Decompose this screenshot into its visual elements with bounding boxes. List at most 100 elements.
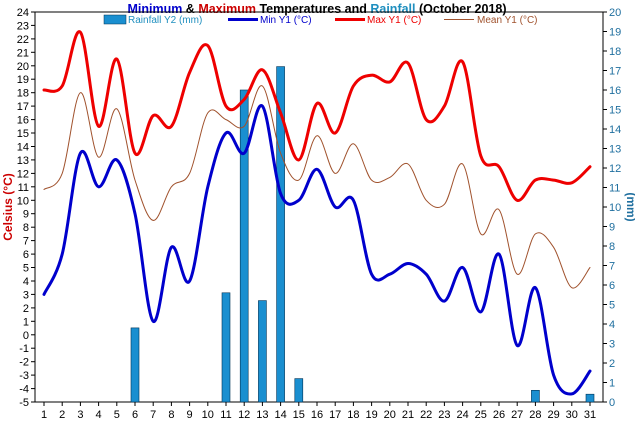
x-tick-label: 28: [529, 409, 541, 421]
rainfall-bar-day-12: [239, 89, 249, 403]
x-tick-label: 18: [347, 409, 359, 421]
left-tick-label: 16: [17, 115, 29, 127]
left-tick-label: 14: [17, 142, 29, 154]
temperature-lines: [42, 30, 592, 396]
left-tick-label: 6: [23, 249, 29, 261]
legend-label-rainfall: Rainfall Y2 (mm): [128, 15, 202, 26]
left-tick-label: 23: [17, 20, 29, 32]
right-tick-label: 9: [609, 222, 615, 234]
legend-label-mean: Mean Y1 (°C): [477, 15, 538, 26]
rainfall-bar-day-13: [258, 300, 267, 403]
x-tick-label: 6: [132, 409, 138, 421]
left-axis-title: Celsius (°C): [1, 173, 15, 240]
left-tick-label: 12: [17, 168, 29, 180]
rainfall-bar-day-6: [130, 327, 140, 403]
x-tick-label: 31: [584, 409, 596, 421]
x-tick-label: 22: [420, 409, 432, 421]
right-tick-label: 19: [609, 27, 621, 39]
legend-label-max: Max Y1 (°C): [367, 15, 421, 26]
left-tick-label: 8: [23, 222, 29, 234]
left-tick-label: 2: [23, 303, 29, 315]
right-tick-label: 3: [609, 339, 615, 351]
x-tick-label: 10: [202, 409, 214, 421]
right-tick-label: 11: [609, 183, 620, 195]
right-tick-label: 5: [609, 300, 615, 312]
right-tick-label: 12: [609, 163, 621, 175]
left-tick-label: 1: [23, 316, 29, 328]
left-tick-label: 18: [17, 88, 29, 100]
rainfall-bar-day-28: [531, 389, 540, 403]
left-tick-label: 11: [18, 182, 29, 194]
right-tick-label: 13: [609, 144, 621, 156]
x-tick-label: 21: [402, 409, 414, 421]
x-tick-label: 26: [493, 409, 505, 421]
x-tick-label: 13: [256, 409, 268, 421]
x-tick-label: 14: [274, 409, 286, 421]
x-tick-label: 25: [475, 409, 487, 421]
left-tick-label: 3: [23, 289, 29, 301]
right-tick-label: 7: [609, 261, 615, 273]
title-part-period: (October 2018): [416, 2, 507, 16]
title-part-rainfall: Rainfall: [370, 2, 415, 16]
legend: Rainfall Y2 (mm) Min Y1 (°C) Max Y1 (°C)…: [103, 14, 538, 26]
title-part-maximum: Maximum: [198, 2, 256, 16]
left-tick-label: 10: [17, 195, 29, 207]
x-tick-label: 3: [77, 409, 83, 421]
right-axis-title: (mm): [624, 192, 635, 221]
x-tick-label: 15: [293, 409, 305, 421]
right-tick-label: 14: [609, 124, 621, 136]
rainfall-bar-day-31: [585, 393, 595, 403]
title-part-temps: Temperatures and: [256, 2, 370, 16]
right-tick-label: 1: [609, 378, 615, 390]
x-tick-label: 11: [220, 409, 231, 421]
right-tick-label: 16: [609, 85, 621, 97]
left-axis-ticks: -5-4-3-2-1012345678910111213141516171819…: [17, 7, 35, 409]
right-tick-label: 20: [609, 7, 621, 19]
right-tick-label: 0: [609, 397, 615, 409]
left-tick-label: -4: [19, 384, 29, 396]
left-tick-label: 24: [17, 7, 29, 19]
left-tick-label: 17: [17, 101, 29, 113]
left-tick-label: 22: [17, 34, 29, 46]
x-tick-label: 4: [96, 409, 102, 421]
x-tick-label: 17: [329, 409, 341, 421]
title-part-minimum: Minimum: [127, 2, 182, 16]
left-tick-label: 20: [17, 61, 29, 73]
right-tick-label: 6: [609, 280, 615, 292]
x-tick-label: 20: [384, 409, 396, 421]
x-tick-label: 19: [365, 409, 377, 421]
left-tick-label: 5: [23, 263, 29, 275]
right-tick-label: 10: [609, 202, 621, 214]
x-tick-label: 2: [59, 409, 65, 421]
left-tick-label: 13: [17, 155, 29, 167]
x-tick-label: 8: [168, 409, 174, 421]
title-part-amp: &: [182, 2, 198, 16]
x-tick-label: 1: [41, 409, 47, 421]
chart-title: Minimum & Maximum Temperatures and Rainf…: [127, 2, 506, 16]
left-tick-label: -3: [19, 370, 29, 382]
x-axis-ticks: 1 2 3 4 5 6 7 8 9 10 11 12 13 14 15 16 17 18 19 20 21 22 23 24 2…: [41, 402, 596, 421]
x-tick-label: 27: [511, 409, 523, 421]
legend-label-min: Min Y1 (°C): [260, 15, 312, 26]
right-tick-label: 8: [609, 241, 615, 253]
left-tick-label: -2: [19, 357, 29, 369]
left-tick-label: 7: [23, 236, 29, 248]
max-temperature-line: [42, 30, 592, 202]
right-tick-label: 4: [609, 319, 615, 331]
x-tick-label: 7: [150, 409, 156, 421]
x-tick-label: 30: [566, 409, 578, 421]
right-tick-label: 17: [609, 66, 621, 78]
left-tick-label: 19: [17, 74, 29, 86]
x-tick-label: 29: [547, 409, 559, 421]
legend-swatch-rainfall: [103, 14, 127, 25]
x-tick-label: 9: [187, 409, 193, 421]
left-tick-label: 0: [23, 330, 29, 342]
right-tick-label: 15: [609, 105, 621, 117]
x-tick-label: 24: [456, 409, 468, 421]
x-tick-label: 12: [238, 409, 250, 421]
left-tick-label: -5: [19, 397, 29, 409]
rainfall-bar-day-11: [221, 292, 231, 403]
